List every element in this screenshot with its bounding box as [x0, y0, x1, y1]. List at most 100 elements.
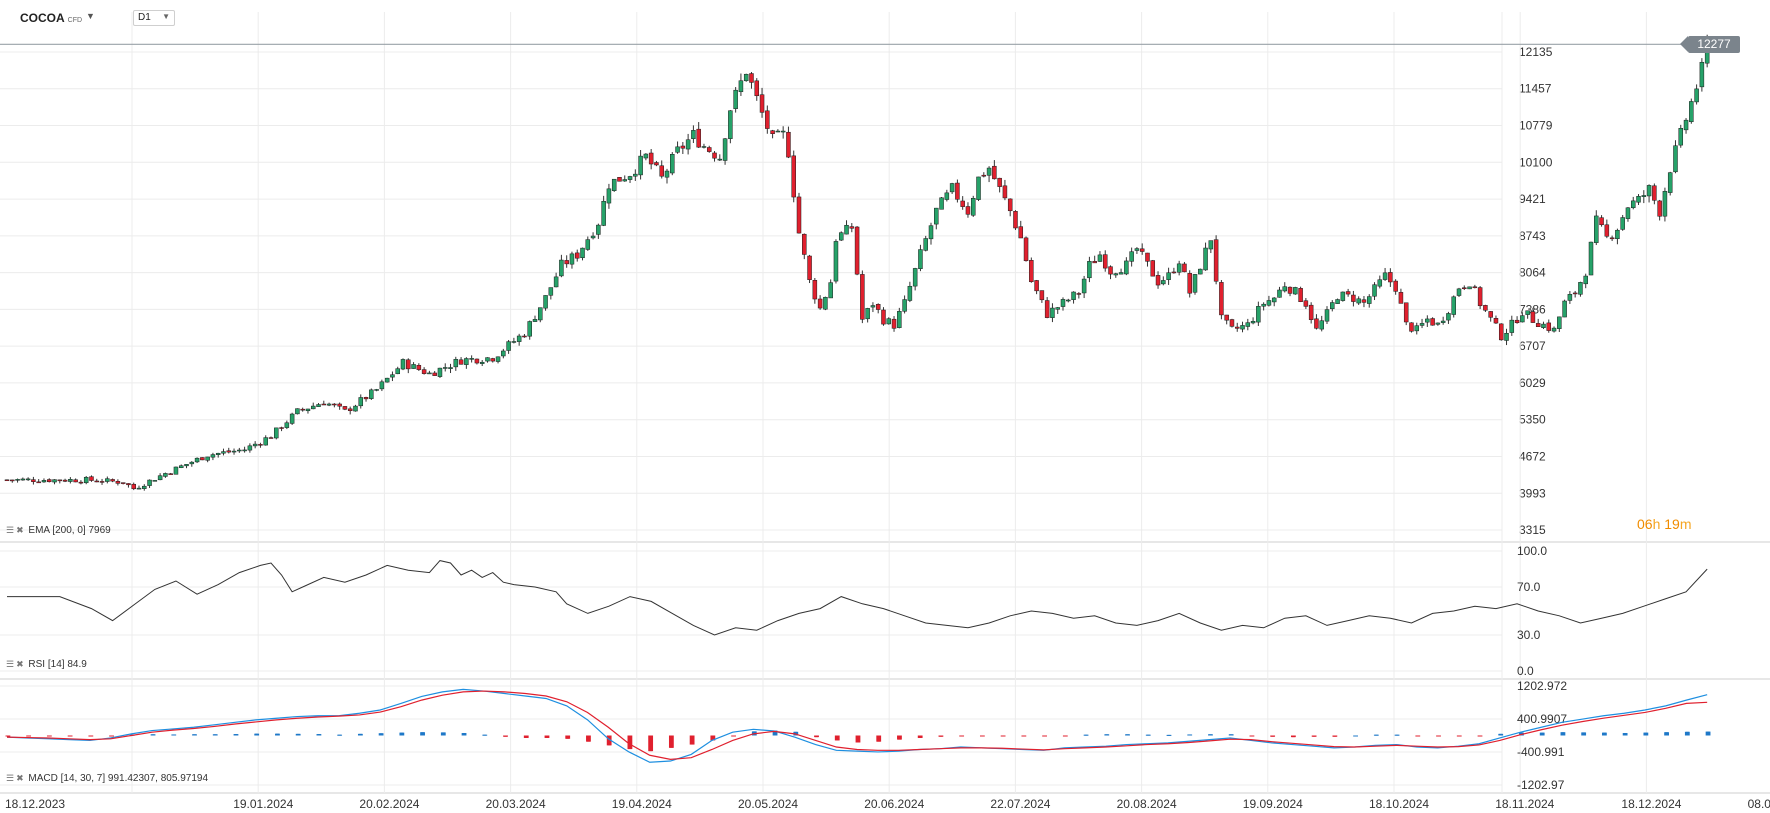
candle-down — [1187, 273, 1192, 294]
candle-up — [1324, 309, 1330, 322]
macd-histogram-bar — [1292, 735, 1295, 738]
macd-histogram-bar — [1145, 734, 1148, 736]
macd-histogram-bar — [547, 735, 550, 738]
macd-histogram-bar — [150, 734, 153, 736]
timeframe-select[interactable]: D1 ▼ — [133, 10, 175, 26]
candle-up — [1551, 327, 1557, 332]
candle-up — [1250, 320, 1256, 324]
candle-up — [1340, 291, 1346, 301]
macd-histogram-bar — [858, 735, 861, 743]
macd-histogram-bar — [233, 734, 236, 736]
macd-histogram-bar — [443, 732, 446, 736]
macd-histogram-bar — [980, 735, 983, 737]
macd-histogram-bar — [795, 731, 798, 736]
macd-histogram-bar — [1083, 734, 1086, 736]
macd-histogram-bar — [982, 735, 985, 737]
macd-histogram-bar — [1581, 732, 1584, 736]
symbol-name[interactable]: COCOA CFD — [20, 11, 82, 25]
candle-down — [421, 369, 427, 374]
macd-histogram-bar — [110, 735, 112, 737]
macd-histogram-bar — [606, 735, 609, 746]
candle-up — [733, 89, 738, 109]
indicator-menu-icon[interactable]: ☰ — [6, 525, 15, 535]
candle-up — [173, 466, 179, 475]
macd-histogram-bar — [193, 734, 195, 736]
macd-histogram-bar — [1646, 732, 1649, 736]
macd-histogram-bar — [900, 735, 902, 740]
candle-up — [1689, 101, 1694, 123]
candle-up — [147, 479, 152, 486]
macd-indicator-label[interactable]: ☰ ✖ MACD [14, 30, 7] 991.42307, 805.97194 — [6, 773, 208, 784]
candle-up — [511, 341, 517, 343]
candle-down — [337, 403, 342, 407]
candle-down — [1287, 286, 1293, 294]
macd-histogram-bar — [1685, 731, 1688, 736]
candle-up — [1356, 298, 1361, 304]
remove-indicator-icon[interactable]: ✖ — [16, 659, 24, 669]
macd-histogram-bar — [834, 735, 837, 741]
candle-up — [548, 287, 554, 296]
candle-down — [89, 476, 94, 481]
macd-histogram-bar — [195, 734, 197, 736]
macd-histogram-bar — [981, 735, 984, 737]
macd-histogram-bar — [1375, 734, 1378, 736]
macd-histogram-bar — [1001, 735, 1004, 737]
candle-up — [1050, 307, 1055, 318]
candle-up — [1636, 196, 1641, 203]
symbol-dropdown-icon[interactable]: ▼ — [86, 11, 95, 21]
candle-up — [205, 456, 210, 461]
candle-down — [168, 473, 173, 475]
candle-up — [738, 80, 744, 93]
macd-histogram-bar — [691, 735, 694, 745]
rsi-indicator-label[interactable]: ☰ ✖ RSI [14] 84.9 — [6, 659, 87, 670]
macd-histogram-bar — [713, 735, 716, 741]
time-tick-label: 20.05.2024 — [738, 797, 798, 811]
candle-down — [770, 130, 775, 134]
macd-tick-label: -1202.97 — [1517, 778, 1565, 792]
candle-up — [400, 359, 406, 370]
macd-histogram-bar — [234, 734, 237, 736]
macd-histogram-bar — [1211, 734, 1213, 736]
macd-histogram-bar — [212, 734, 215, 736]
candle-up — [1240, 325, 1245, 330]
candle-down — [1145, 252, 1150, 262]
candle-down — [268, 437, 274, 439]
macd-histogram-bar — [941, 735, 944, 737]
macd-histogram-bar — [1251, 735, 1254, 737]
indicator-menu-icon[interactable]: ☰ — [6, 659, 15, 669]
candle-up — [1198, 268, 1203, 275]
candle-down — [1393, 280, 1398, 292]
candle-down — [1403, 302, 1409, 323]
candle-down — [648, 152, 654, 165]
macd-histogram-bar — [340, 734, 343, 736]
candle-down — [4, 479, 10, 482]
macd-histogram-bar — [648, 735, 651, 752]
candle-up — [1382, 272, 1388, 280]
macd-histogram-bar — [1167, 734, 1170, 736]
candle-down — [458, 359, 464, 365]
macd-histogram-bar — [1085, 734, 1088, 736]
macd-histogram-bar — [1127, 734, 1129, 736]
candle-down — [1488, 311, 1493, 318]
candle-up — [622, 179, 628, 182]
macd-histogram-bar — [70, 735, 73, 737]
indicator-menu-icon[interactable]: ☰ — [6, 773, 15, 783]
macd-histogram-bar — [48, 735, 51, 737]
candle-up — [675, 146, 680, 153]
macd-histogram-bar — [1439, 735, 1441, 737]
ema-indicator-label[interactable]: ☰ ✖ EMA [200, 0] 7969 — [6, 525, 111, 536]
remove-indicator-icon[interactable]: ✖ — [16, 773, 24, 783]
macd-histogram-bar — [1208, 734, 1210, 736]
candle-down — [1102, 254, 1108, 269]
candle-down — [1462, 287, 1467, 289]
candle-down — [10, 479, 15, 482]
macd-histogram-bar — [1333, 735, 1336, 737]
macd-histogram-bar — [733, 735, 735, 737]
candle-down — [807, 255, 812, 280]
candle-up — [353, 405, 358, 412]
candle-up — [152, 480, 158, 482]
remove-indicator-icon[interactable]: ✖ — [16, 525, 24, 535]
macd-histogram-bar — [1438, 735, 1440, 737]
candle-down — [1609, 237, 1615, 240]
